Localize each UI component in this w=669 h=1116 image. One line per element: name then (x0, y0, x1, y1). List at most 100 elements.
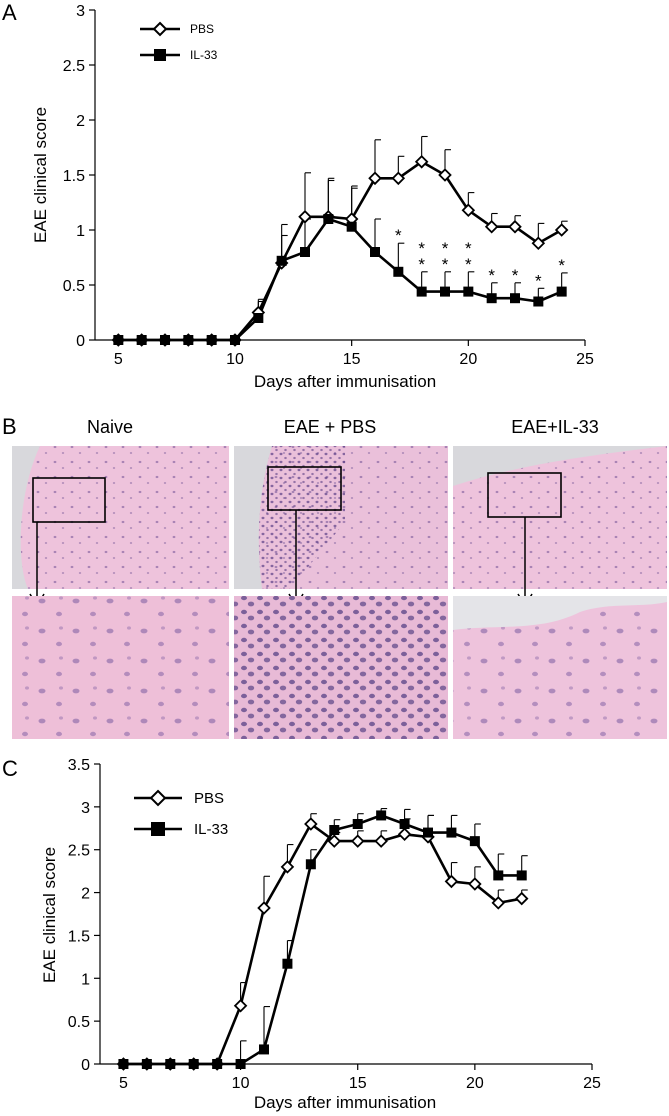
data-point-il33 (469, 836, 480, 847)
micrograph-naive-high (12, 596, 229, 739)
data-point-il33 (556, 286, 567, 297)
panel-b-letter: B (2, 414, 17, 439)
panel-c-y-axis-title: EAE clinical score (40, 847, 59, 983)
data-point-pbs (508, 219, 522, 234)
panel-c-legend-il33: IL-33 (194, 821, 228, 838)
data-point-pbs (554, 223, 569, 237)
x-tick-label: 25 (576, 351, 594, 368)
panel-b-title-eae-pbs: EAE + PBS (284, 417, 377, 437)
data-point-pbs (531, 236, 546, 250)
legend-pbs-marker-icon (152, 21, 168, 37)
data-point-pbs (414, 155, 429, 169)
data-point-il33 (212, 1059, 223, 1069)
data-point-il33 (141, 1059, 152, 1069)
micrograph-naive-low (12, 446, 230, 589)
data-point-il33 (235, 1059, 246, 1069)
data-point-pbs (257, 901, 271, 915)
significance-annotation: * (465, 239, 472, 258)
panel-b-title-eae-il33: EAE+IL-33 (511, 417, 599, 437)
data-point-il33 (113, 335, 124, 345)
x-tick-label: 20 (466, 1075, 484, 1092)
data-point-il33 (323, 214, 334, 224)
data-point-il33 (183, 335, 194, 345)
significance-annotation: * (488, 266, 495, 285)
data-point-il33 (393, 266, 404, 277)
series-line-il33 (123, 814, 522, 1066)
data-point-pbs (491, 896, 506, 910)
y-tick-label: 2 (76, 113, 85, 130)
y-tick-label: 0 (76, 333, 85, 350)
panel-b-title-naive: Naive (87, 417, 133, 437)
series-line-pbs (123, 822, 522, 1066)
data-point-pbs (397, 827, 412, 842)
x-tick-label: 10 (226, 351, 244, 368)
data-point-il33 (188, 1059, 199, 1069)
data-point-il33 (423, 827, 433, 838)
data-point-pbs (327, 834, 342, 848)
data-point-il33 (276, 255, 287, 266)
data-point-il33 (136, 335, 147, 345)
data-point-il33 (399, 819, 410, 829)
data-point-il33 (118, 1059, 129, 1069)
data-point-pbs (233, 998, 248, 1013)
significance-annotation: * (558, 256, 565, 275)
panel-c-legend-pbs: PBS (194, 790, 224, 807)
micrograph-eae-pbs-low (234, 446, 448, 589)
data-point-il33 (446, 827, 457, 838)
data-point-il33 (329, 825, 340, 835)
x-tick-label: 5 (114, 351, 123, 368)
data-point-pbs (298, 210, 312, 224)
data-point-pbs (444, 874, 459, 889)
data-point-il33 (486, 293, 497, 304)
data-point-il33 (370, 247, 380, 257)
data-point-il33 (510, 293, 520, 304)
data-point-il33 (416, 286, 427, 297)
panel-c-legend: PBS IL-33 (134, 789, 228, 838)
y-tick-label: 3.5 (68, 757, 90, 774)
data-point-pbs (514, 891, 529, 906)
x-tick-label: 15 (349, 1075, 367, 1092)
significance-annotation: * (395, 226, 402, 245)
y-tick-label: 1 (81, 971, 90, 988)
inset-box-eae-pbs (267, 466, 342, 511)
x-tick-label: 5 (119, 1075, 128, 1092)
data-point-pbs (368, 171, 382, 186)
panel-c-x-axis-title: Days after immunisation (254, 1093, 436, 1112)
data-point-il33 (206, 335, 217, 345)
data-point-pbs (484, 219, 499, 234)
data-point-il33 (463, 286, 474, 297)
y-tick-label: 3 (76, 3, 85, 20)
panel-a-legend: PBS IL-33 (140, 21, 218, 62)
data-point-pbs (461, 203, 476, 217)
legend-il33-marker-icon (151, 822, 165, 836)
panel-a-legend-il33: IL-33 (190, 48, 218, 62)
micrograph-eae-il33-high (453, 596, 667, 739)
data-point-pbs (374, 834, 388, 848)
data-point-pbs (304, 817, 318, 831)
panel-a-y-axis-title: EAE clinical score (31, 107, 50, 243)
series-line-il33 (118, 217, 563, 342)
x-tick-label: 10 (232, 1075, 250, 1092)
y-tick-label: 0.5 (63, 278, 85, 295)
data-point-il33 (493, 870, 504, 881)
panel-a-legend-pbs: PBS (190, 22, 214, 36)
significance-annotation: * (442, 239, 449, 258)
micrograph-eae-pbs-high (234, 596, 448, 739)
data-point-il33 (282, 958, 293, 969)
data-point-pbs (468, 877, 482, 891)
panel-a-x-axis-title: Days after immunisation (254, 372, 436, 391)
x-tick-label: 25 (583, 1075, 601, 1092)
y-tick-label: 3 (81, 800, 90, 817)
panel-a-letter: A (2, 0, 17, 25)
significance-annotation: * (465, 255, 472, 274)
data-point-il33 (253, 313, 264, 323)
data-point-il33 (376, 810, 387, 821)
data-point-il33 (305, 859, 316, 870)
data-point-il33 (230, 335, 240, 345)
data-point-il33 (259, 1044, 269, 1055)
panel-c-chart: C 0 0.5 1 1.5 2 2.5 3 3.5 5 10 15 20 25 EAE clinica… (2, 756, 601, 1112)
significance-annotation: * (442, 255, 449, 274)
significance-annotation: * (512, 266, 519, 285)
data-point-il33 (516, 870, 527, 881)
significance-annotation: * (418, 255, 425, 274)
